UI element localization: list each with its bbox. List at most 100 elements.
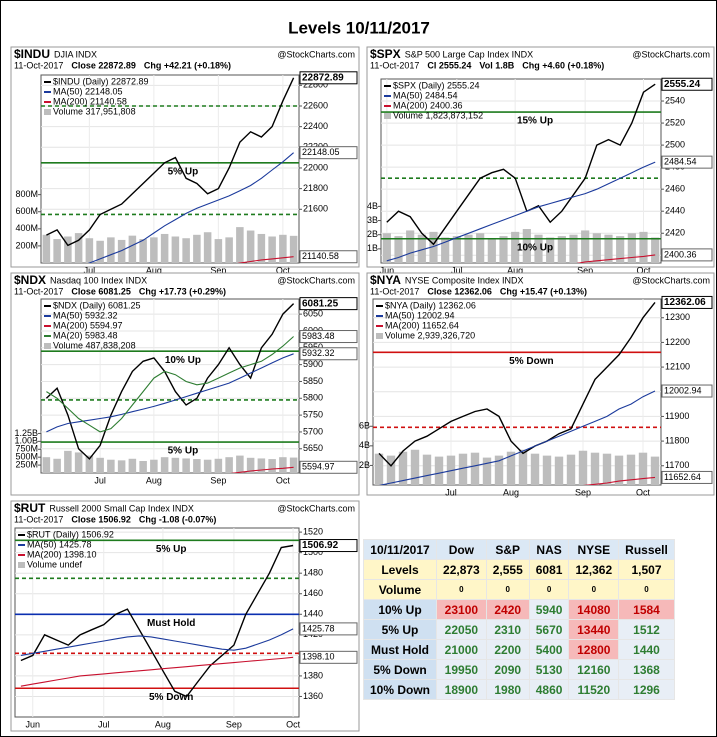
volume-bar [410, 449, 420, 485]
table: 10/11/2017 Dow S&P NAS NYSE Russell Levels 22,8… [362, 539, 675, 700]
x-tick-label: Sep [210, 475, 226, 485]
chart-source: @StockCharts.com [277, 49, 355, 59]
volume-bar [74, 452, 83, 473]
volume-bar [53, 458, 61, 473]
y-tick-label: 11900 [665, 411, 689, 421]
table-row: 5% Up 22050 2310 5670 13440 1512 [362, 619, 675, 640]
volume-tick-label: 500M [15, 452, 38, 462]
moving-average-line [576, 254, 656, 263]
cell: 1368 [618, 659, 675, 680]
level-label: Must Hold [147, 618, 195, 629]
cell: 5130 [528, 659, 570, 680]
moving-average-line [386, 161, 656, 262]
volume-tick-label: 250M [15, 459, 38, 469]
x-tick-label: Oct [636, 265, 651, 275]
level-label: 5% Down [509, 356, 553, 367]
volume-bar [470, 452, 480, 485]
volume-bar [214, 458, 223, 473]
y-tick-label: 2520 [665, 117, 685, 127]
volume-bar [651, 237, 660, 263]
x-tick-label: Aug [146, 265, 162, 275]
x-tick-label: Oct [276, 265, 291, 275]
plot-clip [41, 75, 299, 263]
header-row: 10/11/2017 Dow S&P NAS NYSE Russell [362, 539, 675, 560]
volume-bar [182, 238, 190, 263]
table-row: Volume 0 0 0 0 0 [362, 579, 675, 600]
price-label-box [299, 297, 358, 311]
level-label: 5% Down [149, 692, 193, 703]
chart-date: 11-Oct-2017 [370, 60, 419, 70]
y-tick-label: 11700 [665, 460, 689, 470]
chart-stat: Close 1506.92 [71, 514, 131, 524]
volume-bar [386, 455, 396, 485]
price-label-box [661, 77, 713, 91]
chart-stat: Vol 1.8B [479, 60, 514, 70]
volume-bar [542, 455, 552, 485]
price-label: 1506.92 [302, 540, 339, 551]
table-row: Levels 22,873 2,555 6081 12,362 1,507 [362, 559, 675, 580]
x-tick-label: Aug [503, 487, 519, 497]
x-tick-label: Sep [575, 487, 591, 497]
volume-bar [626, 454, 636, 485]
y-tick-label: 5800 [303, 393, 323, 403]
volume-bar [522, 229, 531, 263]
legend-label: Volume 487,838,208 [53, 340, 136, 350]
cell: 5400 [528, 639, 570, 660]
volume-bar [85, 238, 94, 263]
y-tick-label: 12300 [665, 312, 690, 322]
price-label: 1425.78 [302, 623, 335, 633]
cell: 13440 [568, 619, 620, 640]
x-tick-label: Aug [507, 265, 523, 275]
chart-stat: Close 12362.06 [427, 286, 492, 296]
volume-bar [499, 236, 508, 263]
chart-stat: Close 6081.25 [71, 286, 131, 296]
table-row: 10% Down 18900 1980 4860 11520 1296 [362, 679, 675, 700]
moving-average-line [378, 390, 656, 485]
volume-bar [225, 237, 233, 263]
volume-bar [193, 459, 201, 473]
volume-bar [96, 457, 104, 473]
volume-bar [566, 454, 576, 485]
volume-bar [257, 458, 266, 473]
x-tick-label: Jul [451, 265, 463, 275]
cell: 12800 [568, 639, 620, 660]
price-label: 22872.89 [302, 72, 344, 83]
x-tick-label: Sep [577, 265, 593, 275]
volume-tick-label: 4B [367, 201, 378, 211]
volume-bar [171, 457, 180, 473]
chart-symbol: $RUT [14, 501, 46, 515]
row-label: 10% Down [362, 679, 438, 700]
volume-tick-label: 2B [367, 229, 378, 239]
chart-name: DJIA INDX [54, 49, 97, 59]
price-line [20, 544, 294, 698]
level-label: 5% Up [168, 446, 199, 457]
legend-label: Volume 1,823,873,152 [393, 110, 483, 120]
y-tick-label: 5950 [303, 342, 323, 352]
chart-name: NYSE Composite Index INDX [405, 275, 524, 285]
page-title: Levels 10/11/2017 [288, 18, 430, 37]
x-tick-label: Oct [276, 475, 291, 485]
cell: 12160 [568, 659, 620, 680]
y-tick-label: 22600 [303, 100, 328, 110]
chart-stat: Chg +4.60 (+0.18%) [522, 60, 604, 70]
volume-bar [160, 457, 169, 473]
cell: 11520 [568, 679, 620, 700]
volume-bar [279, 457, 287, 473]
legend-label: $NYA (Daily) 12362.06 [385, 300, 476, 310]
cell: 0 [568, 579, 620, 600]
volume-bar [394, 236, 403, 263]
row-label: 10% Up [362, 599, 438, 620]
y-tick-label: 21800 [303, 183, 328, 193]
volume-bar [182, 458, 190, 473]
legend-label: $INDU (Daily) 22872.89 [53, 76, 149, 86]
chart-source: @StockCharts.com [632, 49, 710, 59]
volume-bar [452, 236, 461, 263]
y-tick-label: 5850 [303, 376, 323, 386]
moving-average-line [87, 152, 294, 263]
price-line [386, 83, 656, 246]
legend-label: Volume 317,951,808 [53, 106, 136, 116]
y-tick-label: 22800 [303, 80, 328, 90]
volume-bar [482, 457, 492, 485]
y-tick-label: 2440 [665, 206, 685, 216]
y-tick-label: 21600 [303, 204, 328, 214]
